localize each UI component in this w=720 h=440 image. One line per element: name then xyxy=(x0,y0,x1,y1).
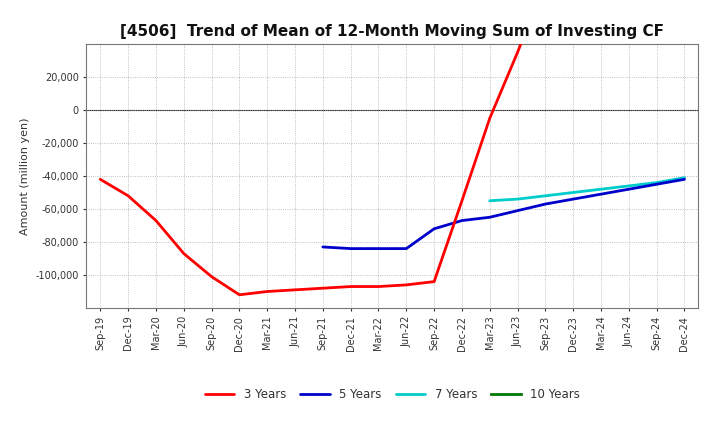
5 Years xyxy=(485,215,494,220)
5 Years xyxy=(430,226,438,231)
3 Years xyxy=(96,176,104,182)
7 Years xyxy=(597,187,606,192)
3 Years xyxy=(235,292,243,297)
7 Years xyxy=(569,190,577,195)
7 Years xyxy=(652,180,661,185)
7 Years xyxy=(680,175,689,180)
3 Years xyxy=(124,193,132,198)
5 Years xyxy=(680,176,689,182)
3 Years xyxy=(179,251,188,256)
5 Years xyxy=(458,218,467,223)
3 Years xyxy=(318,286,327,291)
5 Years xyxy=(541,202,550,207)
3 Years xyxy=(513,50,522,55)
5 Years xyxy=(597,191,606,197)
3 Years xyxy=(485,116,494,121)
Line: 5 Years: 5 Years xyxy=(323,180,685,249)
5 Years xyxy=(374,246,383,251)
7 Years xyxy=(485,198,494,203)
5 Years xyxy=(624,187,633,192)
3 Years xyxy=(374,284,383,289)
5 Years xyxy=(569,196,577,202)
7 Years xyxy=(624,183,633,188)
5 Years xyxy=(513,208,522,213)
Legend: 3 Years, 5 Years, 7 Years, 10 Years: 3 Years, 5 Years, 7 Years, 10 Years xyxy=(204,388,580,401)
Y-axis label: Amount (million yen): Amount (million yen) xyxy=(20,117,30,235)
5 Years xyxy=(652,182,661,187)
7 Years xyxy=(541,193,550,198)
5 Years xyxy=(402,246,410,251)
Title: [4506]  Trend of Mean of 12-Month Moving Sum of Investing CF: [4506] Trend of Mean of 12-Month Moving … xyxy=(120,24,665,39)
3 Years xyxy=(291,287,300,293)
3 Years xyxy=(430,279,438,284)
Line: 7 Years: 7 Years xyxy=(490,178,685,201)
5 Years xyxy=(346,246,355,251)
3 Years xyxy=(207,274,216,279)
7 Years xyxy=(513,196,522,202)
3 Years xyxy=(402,282,410,288)
3 Years xyxy=(346,284,355,289)
3 Years xyxy=(263,289,271,294)
3 Years xyxy=(152,218,161,223)
5 Years xyxy=(318,244,327,249)
Line: 3 Years: 3 Years xyxy=(100,0,685,295)
3 Years xyxy=(458,198,467,203)
